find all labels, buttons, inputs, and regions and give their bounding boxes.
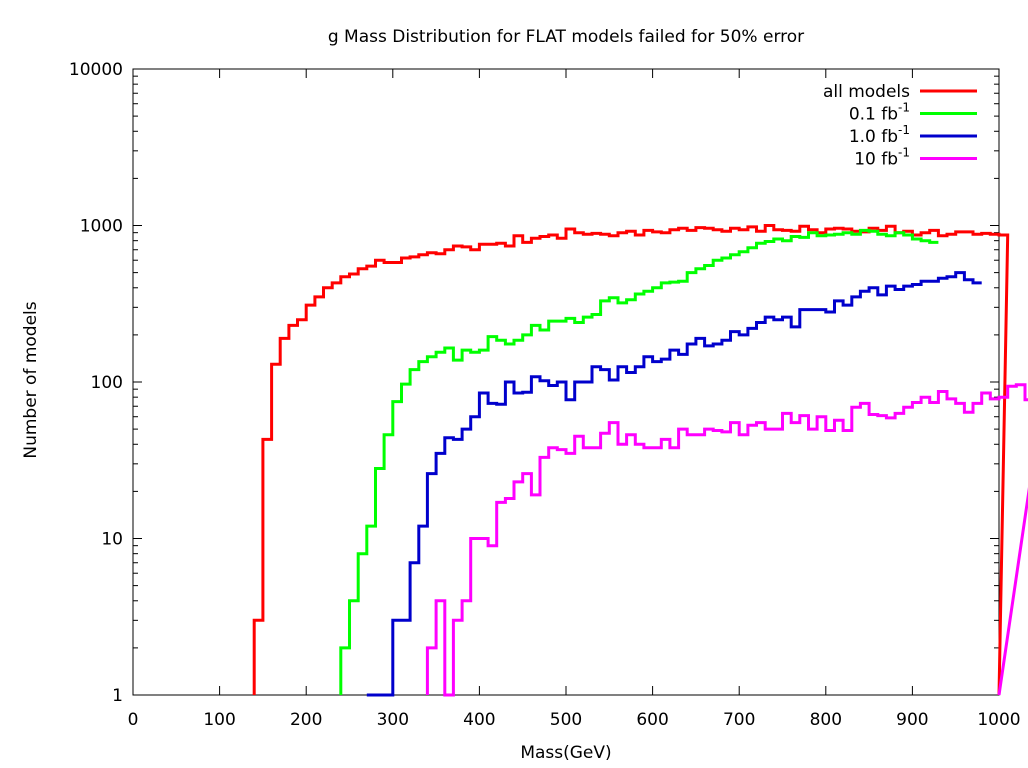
y-tick-label: 10000: [69, 60, 123, 80]
chart-title: g Mass Distribution for FLAT models fail…: [328, 27, 804, 47]
legend-label-3: 10 fb-1: [854, 146, 910, 170]
legend-label-0: all models: [823, 82, 910, 102]
series-line-1: [339, 228, 939, 695]
x-tick-label: 1000: [977, 710, 1020, 730]
x-tick-label: 200: [290, 710, 322, 730]
x-tick-label: 400: [463, 710, 495, 730]
x-tick-label: 0: [128, 710, 139, 730]
y-tick-label: 100: [91, 373, 123, 393]
x-tick-label: 700: [723, 710, 755, 730]
series-line-2: [366, 271, 982, 697]
x-tick-label: 800: [810, 710, 842, 730]
x-tick-label: 900: [896, 710, 928, 730]
x-axis: 0 100 200 300 400 500 600 700 800 900 1000: [128, 69, 1021, 730]
series-line-0: [252, 224, 1010, 696]
x-tick-label: 100: [203, 710, 235, 730]
x-axis-label: Mass(GeV): [520, 743, 611, 763]
x-tick-label: 300: [377, 710, 409, 730]
series-line-3: [425, 383, 1028, 697]
legend-label-1: 0.1 fb-1: [849, 101, 910, 125]
legend-label-2: 1.0 fb-1: [849, 123, 910, 147]
series-layer: [252, 224, 1028, 697]
y-tick-label: 10: [101, 530, 123, 550]
y-axis-label: Number of models: [21, 301, 41, 458]
y-tick-label: 1000: [80, 217, 123, 237]
y-axis: 1 10 100 1000 10000: [69, 60, 999, 706]
x-tick-label: 500: [550, 710, 582, 730]
x-tick-label: 600: [636, 710, 668, 730]
y-tick-label: 1: [112, 686, 123, 706]
